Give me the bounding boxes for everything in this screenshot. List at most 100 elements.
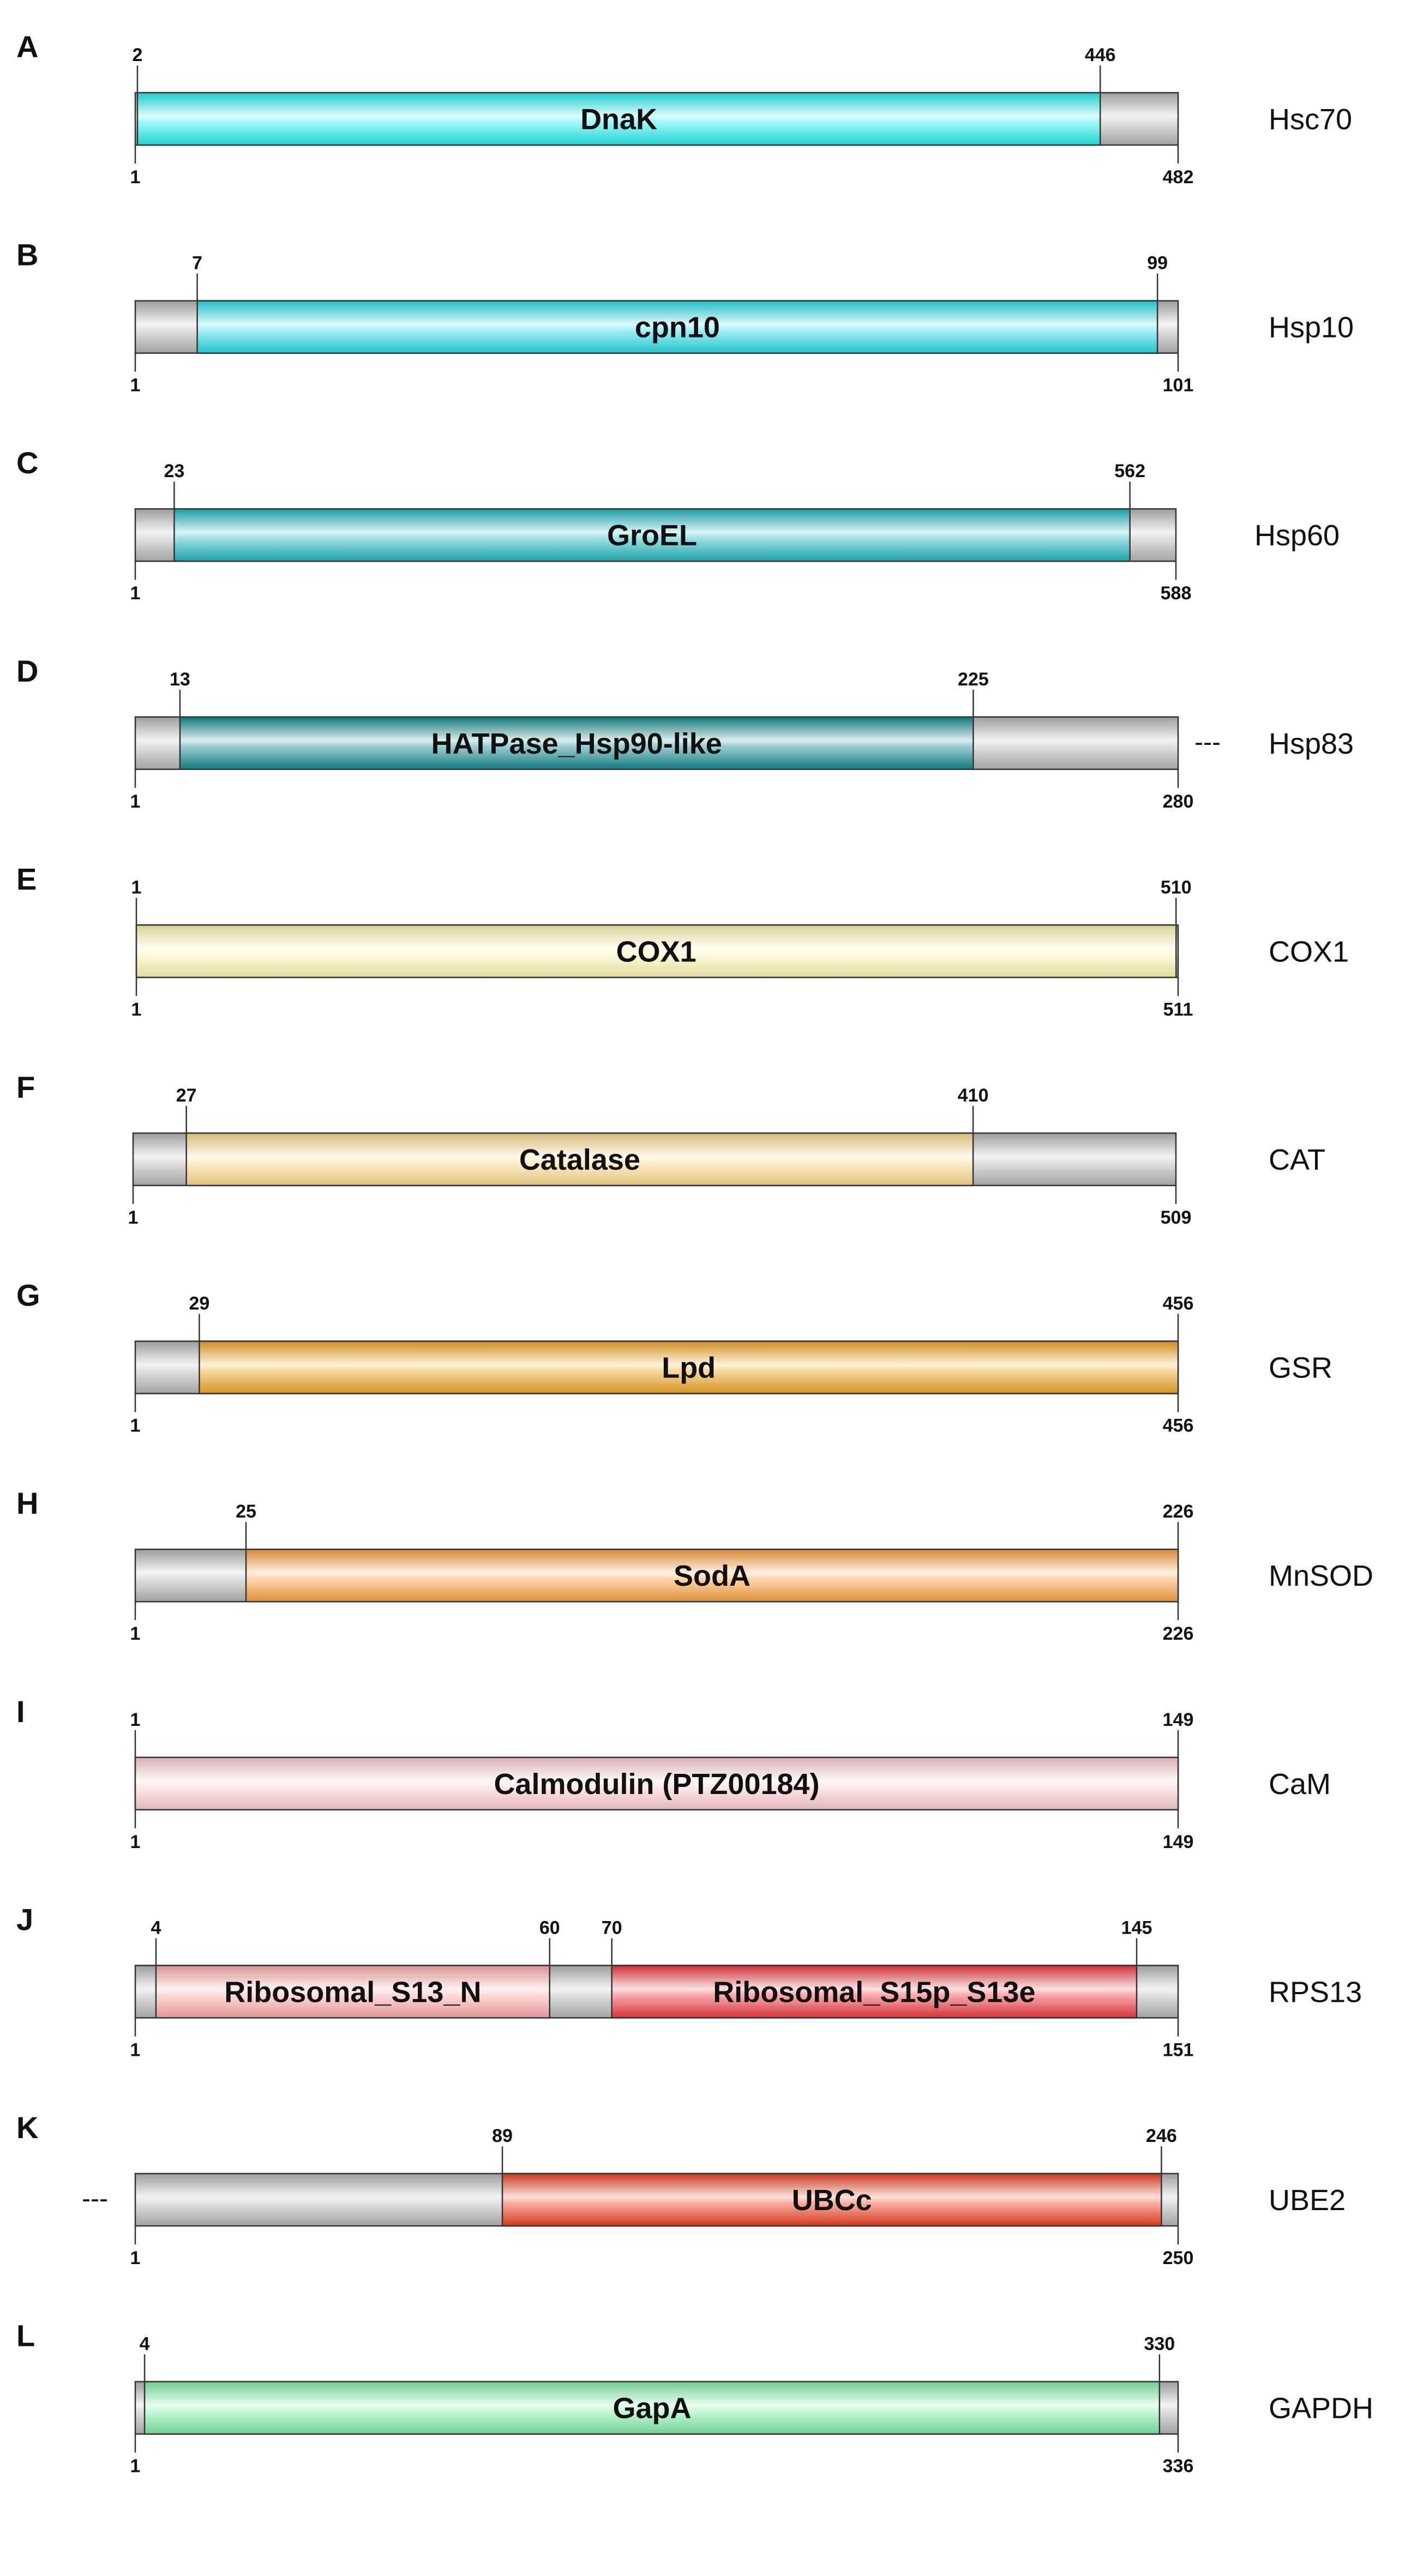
panel-c: C GroEL 23 562 1 588 Hsp60 bbox=[16, 446, 1340, 604]
panel-letter: L bbox=[16, 2319, 35, 2353]
protein-name: UBE2 bbox=[1269, 2184, 1346, 2217]
domain-end-label: 562 bbox=[1114, 461, 1145, 482]
domain-start-label: 25 bbox=[236, 1501, 256, 1522]
panel-a: A DnaK 2 446 1 482 Hsc70 bbox=[16, 29, 1352, 188]
domain-bar bbox=[143, 2381, 1161, 2435]
domain-start-label: 1 bbox=[130, 1710, 141, 1730]
domain-start-label: 29 bbox=[189, 1293, 209, 1314]
protein-name: GAPDH bbox=[1269, 2392, 1373, 2425]
panel-letter: D bbox=[16, 654, 38, 688]
protein-name: GSR bbox=[1269, 1352, 1332, 1385]
domain-end-label: 225 bbox=[958, 669, 989, 690]
protein-end-label: 509 bbox=[1161, 1207, 1192, 1228]
domain-bar bbox=[196, 300, 1158, 354]
domain-bar bbox=[134, 1756, 1179, 1811]
domain-label: Ribosomal_S15p_S13e bbox=[713, 1976, 1035, 2008]
panel-letter: H bbox=[16, 1486, 38, 1520]
panel-l: L GapA 4 330 1 336 GAPDH bbox=[16, 2319, 1373, 2477]
domain-bar bbox=[245, 1548, 1179, 1603]
panel-f: F Catalase 27 410 1 509 CAT bbox=[16, 1070, 1325, 1228]
domain-end-label: 60 bbox=[539, 1917, 560, 1938]
protein-name: Hsp83 bbox=[1269, 727, 1354, 760]
domain-start-label: 4 bbox=[151, 1917, 161, 1938]
domain-end-label: 510 bbox=[1161, 877, 1192, 898]
truncation-dash: --- bbox=[1194, 728, 1221, 757]
truncation-dash: --- bbox=[82, 2184, 108, 2213]
protein-start-label: 1 bbox=[130, 1832, 141, 1852]
protein-name: COX1 bbox=[1269, 935, 1349, 968]
domain-label: UBCc bbox=[792, 2184, 872, 2217]
panel-i: I Calmodulin (PTZ00184) 1 149 1 149 CaM bbox=[16, 1694, 1331, 1852]
domain-start-label: 1 bbox=[131, 877, 142, 898]
domain-bar bbox=[611, 1965, 1138, 2019]
domain-start-label: 27 bbox=[176, 1085, 197, 1106]
protein-start-label: 1 bbox=[130, 583, 141, 604]
domain-bar bbox=[135, 924, 1177, 978]
domain-start-label: 13 bbox=[170, 669, 190, 690]
protein-end-label: 456 bbox=[1163, 1416, 1194, 1436]
domain-label: Calmodulin (PTZ00184) bbox=[494, 1768, 819, 1801]
panel-letter: E bbox=[16, 862, 37, 896]
domain-label: Lpd bbox=[662, 1352, 716, 1385]
domain-bar bbox=[155, 1965, 550, 2019]
protein-start-label: 1 bbox=[130, 2248, 141, 2268]
domain-label: DnaK bbox=[580, 103, 657, 136]
protein-start-label: 1 bbox=[130, 2456, 141, 2477]
domain-label: Ribosomal_S13_N bbox=[224, 1976, 481, 2008]
domain-end-label: 330 bbox=[1144, 2334, 1175, 2355]
domain-bar bbox=[179, 716, 974, 771]
domain-end-label: 149 bbox=[1163, 1710, 1194, 1730]
panel-letter: K bbox=[16, 2110, 38, 2145]
domain-start-label: 4 bbox=[140, 2334, 150, 2355]
protein-start-label: 1 bbox=[130, 375, 141, 396]
domain-label: cpn10 bbox=[635, 311, 720, 344]
domain-bar bbox=[501, 2172, 1162, 2227]
domain-end-label: 456 bbox=[1163, 1293, 1194, 1314]
domain-label: GapA bbox=[613, 2392, 691, 2425]
panel-letter: I bbox=[16, 1694, 25, 1729]
domain-label: GroEL bbox=[607, 519, 697, 552]
protein-end-label: 511 bbox=[1163, 999, 1193, 1020]
protein-end-label: 226 bbox=[1163, 1623, 1194, 1644]
protein-end-label: 149 bbox=[1163, 1832, 1194, 1852]
protein-end-label: 101 bbox=[1163, 375, 1194, 396]
panel-letter: A bbox=[16, 29, 38, 64]
domain-label: COX1 bbox=[616, 935, 697, 968]
panel-j: J Ribosomal_S13_N 4 60 Ribosomal_S15p_S13e 70… bbox=[16, 1902, 1362, 2060]
protein-start-label: 1 bbox=[130, 791, 141, 812]
domain-end-label: 410 bbox=[958, 1085, 989, 1106]
protein-start-label: 1 bbox=[130, 167, 141, 188]
domain-end-label: 226 bbox=[1163, 1501, 1194, 1522]
domain-start-label: 23 bbox=[164, 461, 184, 482]
panel-letter: J bbox=[16, 1902, 33, 1936]
domain-end-label: 246 bbox=[1146, 2126, 1177, 2146]
panel-d: D HATPase_Hsp90-like 13 225 1 280 --- Hsp83 bbox=[16, 654, 1354, 812]
protein-name: CaM bbox=[1269, 1768, 1331, 1801]
panel-letter: C bbox=[16, 446, 38, 480]
protein-name: Hsp60 bbox=[1254, 519, 1340, 552]
domain-bar bbox=[173, 508, 1131, 562]
domain-end-label: 99 bbox=[1147, 253, 1168, 274]
panel-h: H SodA 25 226 1 226 MnSOD bbox=[16, 1486, 1373, 1644]
domain-label: HATPase_Hsp90-like bbox=[431, 727, 722, 760]
panel-letter: F bbox=[16, 1070, 35, 1104]
panel-k: K UBCc 89 246 1 250 --- UBE2 bbox=[16, 2110, 1346, 2268]
domain-start-label: 7 bbox=[192, 253, 202, 274]
protein-start-label: 1 bbox=[130, 1623, 141, 1644]
domain-end-label: 145 bbox=[1121, 1917, 1152, 1938]
protein-name: MnSOD bbox=[1269, 1560, 1373, 1592]
protein-start-label: 1 bbox=[130, 2039, 141, 2060]
domain-bar bbox=[199, 1340, 1179, 1394]
domain-label: SodA bbox=[674, 1560, 750, 1592]
protein-end-label: 280 bbox=[1163, 791, 1194, 812]
protein-end-label: 482 bbox=[1163, 167, 1194, 188]
panel-e: E COX1 1 510 1 511 COX1 bbox=[16, 862, 1349, 1020]
domain-label: Catalase bbox=[519, 1143, 640, 1176]
protein-start-label: 1 bbox=[128, 1207, 139, 1228]
domain-bar bbox=[136, 92, 1101, 146]
protein-name: Hsc70 bbox=[1269, 103, 1352, 136]
protein-name: RPS13 bbox=[1269, 1976, 1362, 2008]
panel-letter: B bbox=[16, 238, 38, 272]
